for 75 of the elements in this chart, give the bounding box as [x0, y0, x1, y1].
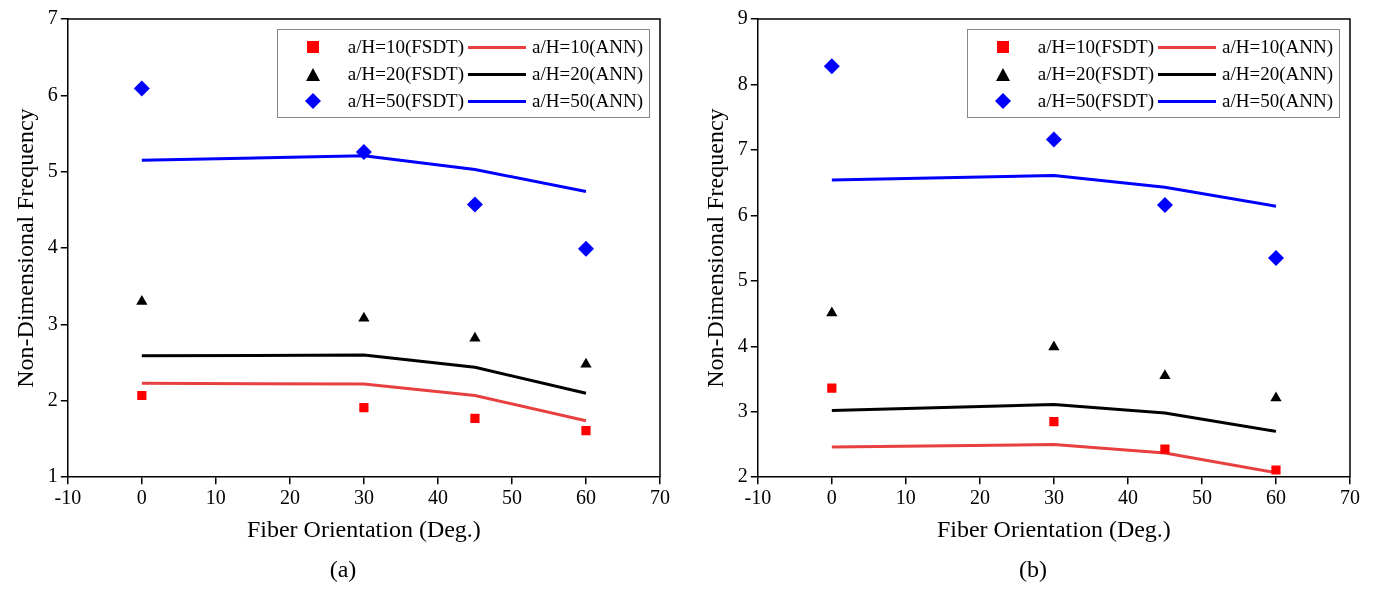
x-tick-label: 70 — [650, 486, 670, 509]
x-tick-label: 50 — [1191, 486, 1212, 509]
text: (a) — [328, 556, 358, 583]
x-tick-label: 0 — [136, 486, 147, 509]
point — [823, 58, 840, 75]
text: (b) — [1018, 556, 1048, 583]
point — [1156, 196, 1173, 213]
legend-label: a/H=20(ANN) — [532, 62, 643, 86]
legend-label: a/H=50(ANN) — [532, 89, 643, 113]
x-tick-label: -10 — [54, 486, 82, 509]
point — [133, 80, 150, 97]
point — [1271, 465, 1281, 475]
point — [1160, 444, 1170, 454]
x-tick-label: 20 — [279, 486, 300, 509]
point — [358, 311, 370, 322]
point — [1270, 391, 1282, 402]
legend-label: a/H=20(ANN) — [1222, 62, 1333, 86]
legend-label: a/H=20(FSDT) — [1037, 62, 1155, 86]
y-tick-label: 9 — [737, 6, 748, 29]
point — [355, 143, 372, 160]
legend-label: a/H=50(ANN) — [1222, 89, 1333, 113]
y-tick-label: 3 — [47, 311, 58, 334]
point — [827, 383, 837, 393]
legend-label: a/H=10(FSDT) — [347, 35, 465, 59]
x-tick-label: 60 — [575, 486, 596, 509]
y-axis-title: Non-Dimensional Frequency — [701, 108, 728, 388]
point — [580, 357, 592, 368]
x-tick-label: 40 — [427, 486, 448, 509]
x-tick-label: 10 — [205, 486, 226, 509]
y-tick-label: 2 — [737, 464, 748, 487]
legend-label: a/H=50(FSDT) — [347, 89, 465, 113]
y-tick-label: 6 — [737, 202, 748, 225]
y-tick-label: 6 — [47, 82, 58, 105]
y-tick-label: 2 — [47, 388, 58, 411]
x-tick-label: 50 — [501, 486, 522, 509]
y-axis-title: Non-Dimensional Frequency — [11, 108, 38, 388]
x-tick-label: 30 — [353, 486, 374, 509]
y-tick-label: 5 — [47, 158, 58, 181]
point — [470, 413, 480, 423]
point — [826, 306, 838, 317]
point — [581, 426, 591, 436]
y-tick-label: 3 — [737, 398, 748, 421]
point — [359, 403, 369, 413]
y-tick-label: 5 — [737, 268, 748, 291]
legend-label: a/H=20(FSDT) — [347, 62, 465, 86]
x-axis-title: Fiber Orientation (Deg.) — [246, 515, 481, 542]
x-tick-label: 40 — [1117, 486, 1138, 509]
y-tick-label: 1 — [47, 464, 58, 487]
point — [1159, 369, 1171, 379]
x-tick-label: 0 — [826, 486, 837, 509]
point — [1267, 249, 1284, 266]
point — [469, 331, 481, 342]
y-tick-label: 7 — [47, 6, 58, 29]
legend-label: a/H=10(FSDT) — [1037, 35, 1155, 59]
legend-label: a/H=10(ANN) — [532, 35, 643, 59]
x-tick-label: 20 — [969, 486, 990, 509]
x-tick-label: -10 — [744, 486, 772, 509]
point — [136, 295, 148, 305]
point — [1049, 416, 1059, 427]
legend-label: a/H=50(FSDT) — [1037, 89, 1155, 113]
y-tick-label: 8 — [737, 71, 748, 94]
point — [1045, 131, 1062, 148]
point — [466, 196, 483, 213]
x-tick-label: 60 — [1265, 486, 1286, 509]
point — [577, 240, 594, 257]
y-tick-label: 4 — [47, 235, 58, 258]
x-tick-label: 30 — [1043, 486, 1064, 509]
point — [137, 390, 147, 401]
point — [1048, 340, 1060, 351]
legend-label: a/H=10(ANN) — [1222, 35, 1333, 59]
x-axis-title: Fiber Orientation (Deg.) — [936, 515, 1171, 542]
y-tick-label: 4 — [737, 333, 748, 356]
y-tick-label: 7 — [737, 137, 748, 160]
x-tick-label: 70 — [1340, 486, 1360, 509]
x-tick-label: 10 — [895, 486, 916, 509]
